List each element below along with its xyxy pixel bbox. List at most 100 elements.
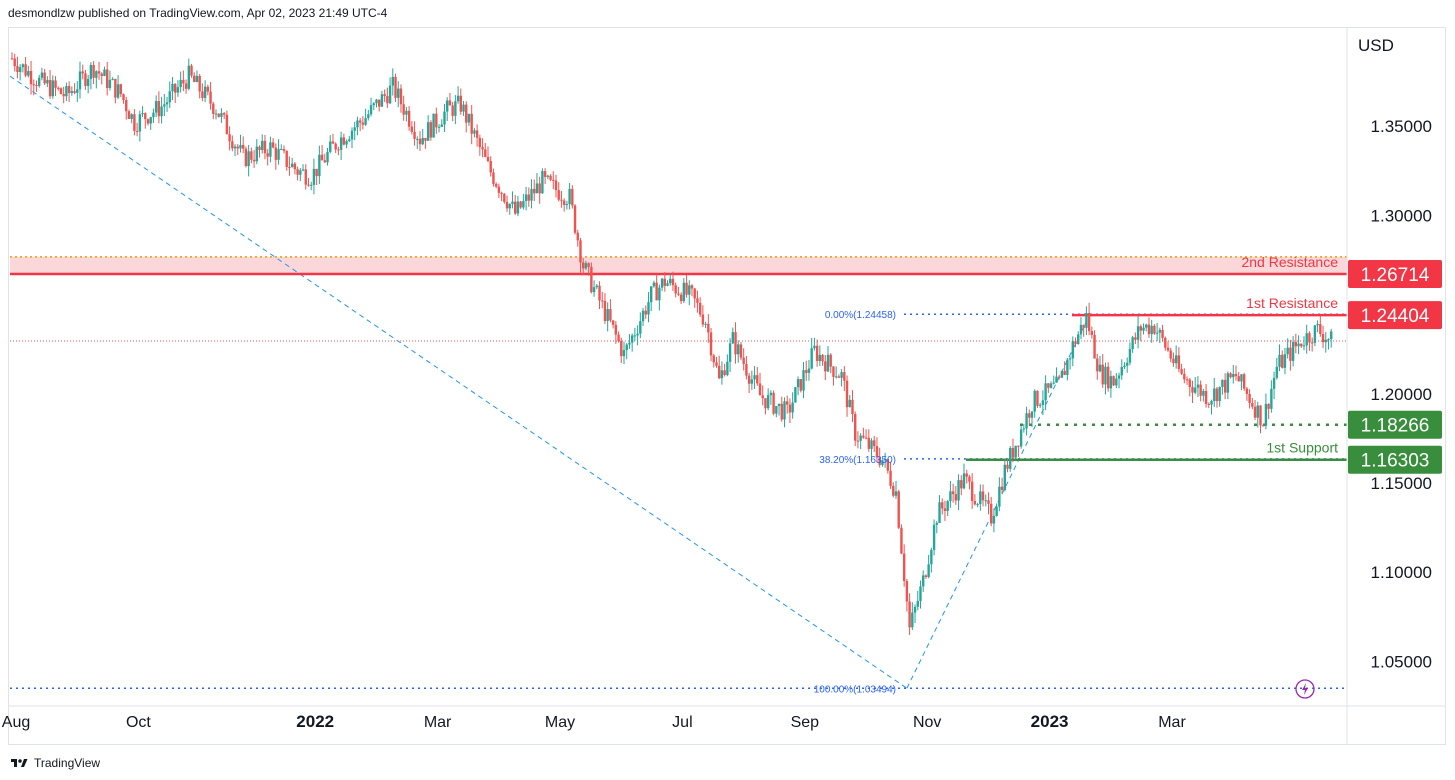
candle-body	[775, 406, 778, 414]
candle-body	[217, 113, 220, 117]
candle-body	[1017, 445, 1020, 447]
candle-body	[590, 266, 593, 293]
candle-body	[179, 79, 182, 88]
candle-body	[886, 459, 890, 471]
candle-body	[489, 161, 492, 173]
candle-body	[144, 113, 147, 120]
candle-body	[239, 144, 242, 149]
candle-body	[709, 332, 713, 356]
candle-body	[293, 163, 297, 170]
candle-body	[1330, 331, 1333, 340]
lightning-icon-bolt	[1302, 683, 1308, 695]
candle-body	[1215, 388, 1219, 402]
chart-panel[interactable]	[8, 27, 1446, 745]
candle-body	[310, 184, 313, 186]
candle-body	[367, 114, 370, 119]
candle-body	[772, 392, 775, 414]
candle-body	[674, 285, 677, 294]
candle-body	[622, 350, 626, 357]
candle-body	[125, 99, 128, 112]
candle-body	[1174, 355, 1178, 364]
candle-body	[326, 151, 329, 163]
candle-body	[747, 375, 751, 384]
candle-body	[522, 200, 525, 208]
candle-body	[1313, 325, 1317, 343]
candle-body	[611, 320, 615, 325]
candle-body	[1256, 405, 1259, 418]
candle-body	[78, 71, 82, 90]
price-tag-bg-3	[1348, 445, 1442, 474]
candle-body	[1226, 373, 1230, 393]
candle-body	[40, 72, 44, 78]
candle-body	[1098, 364, 1102, 372]
candle-body	[1229, 373, 1232, 378]
candle-body	[660, 278, 664, 288]
time-tick-label-6: Sep	[791, 714, 820, 731]
candle-body	[562, 200, 566, 205]
candle-body	[941, 502, 944, 509]
candle-body	[421, 137, 424, 145]
candle-body	[1106, 366, 1110, 389]
candle-body	[1128, 349, 1132, 363]
candle-body	[1117, 375, 1121, 379]
candle-body	[269, 142, 272, 157]
candle-body	[1297, 343, 1300, 347]
candle-body	[1033, 390, 1036, 412]
candle-body	[1232, 373, 1235, 378]
candle-body	[796, 379, 800, 388]
candle-body	[73, 91, 76, 93]
candle-body	[1068, 358, 1072, 360]
candle-body	[1052, 382, 1055, 384]
time-tick-label-5: Jul	[672, 714, 692, 731]
candle-body	[345, 141, 348, 145]
price-tick-label-1: 1.30000	[1371, 206, 1432, 225]
candle-body	[290, 163, 294, 168]
candle-body	[647, 302, 650, 315]
candle-body	[756, 375, 759, 384]
level-name-1: 1st Resistance	[1246, 295, 1338, 311]
candle-body	[1272, 377, 1276, 389]
candle-body	[383, 94, 386, 97]
candle-body	[892, 485, 895, 496]
candle-body	[1142, 327, 1145, 331]
candle-body	[1003, 464, 1006, 490]
candle-body	[92, 65, 95, 78]
candle-body	[486, 156, 490, 162]
candle-body	[617, 334, 620, 341]
candle-body	[1155, 332, 1159, 334]
candle-body	[932, 524, 936, 550]
candle-body	[862, 435, 865, 438]
candle-body	[484, 149, 487, 157]
candle-body	[538, 183, 541, 194]
candle-body	[318, 154, 321, 177]
candle-body	[418, 138, 422, 145]
candle-body	[277, 149, 280, 160]
lightning-icon-ring	[1295, 679, 1315, 699]
candle-body	[987, 500, 990, 504]
candle-body	[924, 575, 928, 577]
candle-body	[1022, 428, 1026, 430]
candle-body	[568, 188, 571, 205]
candle-body	[1060, 371, 1064, 378]
candle-body	[62, 94, 65, 97]
candle-body	[902, 553, 906, 582]
candle-body	[620, 340, 623, 357]
candle-body	[380, 94, 384, 107]
candle-body	[949, 491, 952, 502]
candle-body	[557, 190, 560, 200]
candle-body	[650, 286, 653, 303]
candle-body	[1131, 337, 1134, 350]
candle-body	[426, 122, 430, 141]
candle-body	[938, 502, 941, 523]
candle-body	[753, 375, 756, 380]
candle-body	[1319, 324, 1322, 334]
price-tick-label-3: 1.15000	[1371, 474, 1432, 493]
candle-body	[416, 138, 419, 140]
candle-body	[780, 403, 783, 420]
candle-body	[742, 357, 745, 364]
candle-body	[323, 160, 326, 163]
candle-body	[1109, 376, 1113, 389]
candle-body	[1213, 388, 1216, 402]
candle-body	[497, 186, 501, 193]
